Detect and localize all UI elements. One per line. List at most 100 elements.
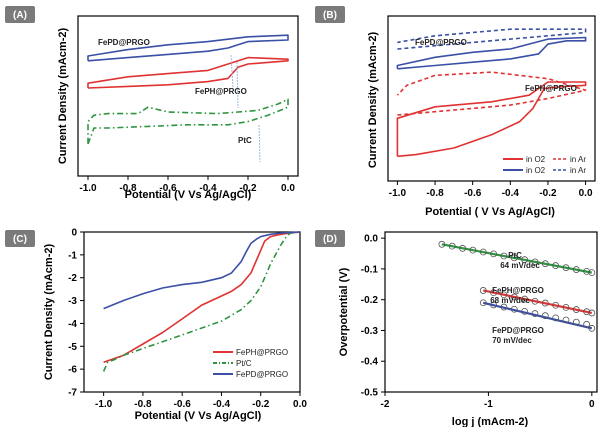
panel-d-point: [583, 308, 591, 316]
panel-a-xtick-label: -0.4: [199, 183, 217, 194]
panel-d-ylabel: Overpotential (V): [338, 267, 350, 356]
panel-c: (C) Potential (V Vs Ag/AgCl) Current Den…: [5, 228, 307, 422]
panel-d-point: [479, 248, 487, 256]
panel-d-xlabel: log j (mAcm-2): [452, 416, 529, 427]
panel-a-ann-feph: FePH@PRGO: [195, 87, 247, 96]
panel-c-xtick-label: -0.2: [252, 399, 270, 410]
panel-d-point: [469, 246, 477, 254]
panel-a-xtick-label: 0.0: [281, 183, 295, 194]
panel-d-ytick-label: -0.1: [361, 264, 379, 275]
panel-c-legend-feph: FePH@PRGO: [236, 348, 288, 357]
panel-b-tag-bg: [315, 6, 345, 23]
panel-d-ptc-label: PtC: [508, 251, 522, 260]
panel-d-frame: [384, 231, 598, 393]
panel-a-pointer-2: [236, 61, 239, 109]
panel-c-legend-ptc: Pt/C: [236, 359, 252, 368]
panel-d-xtick-label: -2: [381, 399, 390, 410]
panel-d-point: [521, 256, 529, 264]
panel-d-xtick-label: 0: [589, 399, 595, 410]
panel-d-ytick-label: -0.3: [361, 326, 379, 337]
panel-a-ylabel: Current Density (mAcm-2): [57, 28, 69, 165]
panel-b-xtick-label: -0.6: [464, 188, 482, 199]
panel-a-series-2: [87, 98, 289, 145]
panel-c-ytick-label: -2: [68, 273, 77, 284]
panel-d-point: [541, 312, 549, 320]
panel-b-tag: (B): [323, 10, 337, 21]
panel-d-point: [588, 269, 596, 277]
panel-d-point: [490, 289, 497, 297]
panel-a-pointer-3: [258, 124, 261, 163]
panel-c-xtick-label: -0.6: [174, 399, 192, 410]
panel-b-legend-ar-2: in Ar: [570, 166, 586, 175]
panel-d-point: [572, 266, 580, 273]
panel-d-feph-slope: 68 mV/dec: [490, 296, 530, 305]
panel-d-point: [541, 299, 549, 307]
panel-d-point: [510, 254, 518, 262]
panel-d-point: [572, 318, 580, 326]
panel-a-series-1: [87, 56, 289, 89]
panel-d-point: [552, 314, 560, 322]
panel-c-tag-bg: [5, 230, 35, 247]
panel-b-series-2: [396, 81, 587, 158]
panel-d-fepd-label: FePD@PRGO: [492, 326, 544, 335]
panel-a-ann-fepd: FePD@PRGO: [98, 38, 150, 47]
panel-d-point: [479, 299, 487, 307]
panel-a: (A) Potential (V Vs Ag/AgCl) Current Den…: [5, 6, 299, 201]
panel-c-series-0: [103, 231, 301, 364]
panel-c-tag: (C): [13, 234, 27, 245]
panel-c-series-1: [102, 231, 301, 372]
panel-d-point: [562, 264, 570, 272]
panel-b-legend-o2-2: in O2: [526, 166, 546, 175]
panel-b-xtick-label: -1.0: [389, 188, 407, 199]
panel-b-legend-o2-1: in O2: [526, 155, 546, 164]
panel-a-pointer-1: [230, 54, 234, 89]
panel-d-tag-bg: [315, 230, 345, 247]
panel-b-legend-ar-1: in Ar: [570, 155, 586, 164]
panel-d-fepd-slope: 70 mV/dec: [492, 336, 532, 345]
panel-c-xtick-label: -0.4: [213, 399, 231, 410]
panel-d-point: [521, 295, 529, 303]
panel-d-feph-label: FePH@PRGO: [492, 286, 544, 295]
panel-d-point: [531, 258, 539, 266]
panel-c-xlabel: Potential (V Vs Ag/AgCl): [135, 410, 262, 422]
panel-d-point: [459, 244, 466, 252]
panel-c-xtick-label: 0.0: [293, 399, 307, 410]
panel-d-point: [500, 291, 508, 299]
panel-c-ytick-label: -3: [68, 296, 77, 307]
panel-b-ann-feph: FePH@PRGO: [525, 84, 577, 93]
panel-c-ytick-label: -6: [68, 365, 77, 376]
panel-c-ytick-label: 0: [71, 228, 77, 239]
panel-c-xtick-label: -1.0: [95, 399, 113, 410]
panel-a-xlabel: Potential (V Vs Ag/AgCl): [125, 189, 252, 201]
panel-b-xtick-label: -0.8: [426, 188, 444, 199]
panel-a-xtick-label: -0.8: [119, 183, 137, 194]
panel-c-ytick-label: -5: [68, 342, 77, 353]
panel-b-xtick-label: -0.4: [502, 188, 520, 199]
panel-c-ytick-label: -1: [68, 250, 77, 261]
panel-a-frame: [77, 15, 299, 177]
panel-d-ytick-label: -0.5: [361, 388, 379, 399]
panel-b: (B) Potential ( V Vs Ag/AgCl) Current De…: [315, 6, 596, 218]
panel-d-point: [562, 303, 570, 311]
panel-b-series-1: [397, 28, 587, 50]
panel-a-series-0: [87, 34, 289, 62]
panel-d-point: [588, 309, 596, 317]
panel-b-xtick-label: 0.0: [579, 188, 593, 199]
panel-b-xtick-label: -0.2: [539, 188, 557, 199]
panel-a-xtick-label: -1.0: [79, 183, 97, 194]
panel-c-frame: [83, 231, 301, 393]
panel-b-ann-fepd: FePD@PRGO: [415, 38, 467, 47]
panel-b-ylabel: Current Density (mAcm-2): [367, 32, 379, 169]
panel-b-xlabel: Potential ( V Vs Ag/AgCl): [425, 206, 555, 218]
panel-d-ytick-label: 0.0: [364, 234, 378, 245]
panel-d-point: [588, 324, 596, 332]
panel-c-ytick-label: -4: [68, 319, 77, 330]
panel-b-legend: in O2 in Ar in O2 in Ar: [503, 155, 586, 175]
panel-d-point: [500, 303, 508, 311]
panel-d-point: [541, 260, 549, 268]
panel-d-point: [531, 297, 539, 305]
panel-b-frame: [387, 15, 596, 182]
panel-d-point: [531, 310, 539, 317]
panel-d-point: [562, 316, 570, 324]
panel-d: (D) log j (mAcm-2) Overpotential (V) -2-…: [315, 230, 598, 427]
